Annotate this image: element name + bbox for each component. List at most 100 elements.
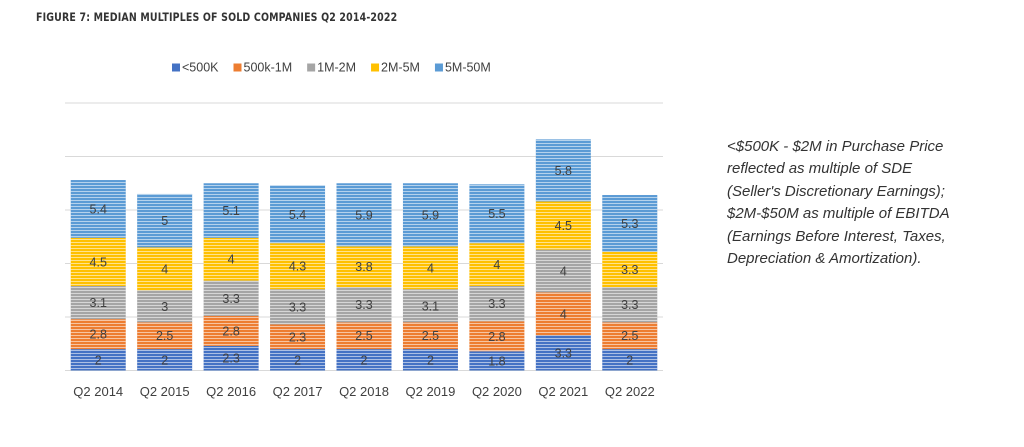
legend-item: <500K — [172, 61, 219, 75]
bar-segment-texture — [336, 287, 392, 323]
bar-segment-texture — [270, 324, 326, 350]
legend-swatch — [371, 63, 380, 72]
data-label: 5.9 — [422, 208, 439, 222]
bar-segment-texture — [137, 247, 193, 291]
bar-segment-texture — [203, 183, 259, 238]
data-label: 5.8 — [555, 164, 572, 178]
bar-segment-texture — [602, 287, 658, 323]
note-line: $2M-$50M as multiple of EBITDA — [727, 205, 950, 223]
data-label: 2 — [361, 353, 368, 367]
bar-segment-texture — [602, 322, 658, 350]
data-label: 2.5 — [156, 329, 173, 343]
stacked-bar-chart: <500K 500k-1M 1M-2M 2M-5M 5M-50M 2 2.8 3.1 4.5 5… — [65, 61, 663, 399]
legend-swatch — [307, 63, 316, 72]
methodology-note: <$500K - $2M in Purchase Price reflected… — [727, 136, 1017, 270]
data-label: 3.3 — [355, 298, 372, 312]
bar-stack: 2 2.5 3.3 3.8 5.9 — [336, 183, 392, 371]
note-line: Depreciation & Amortization). — [727, 250, 922, 268]
bar-segment-texture — [137, 290, 193, 323]
data-label: 2 — [626, 353, 633, 367]
x-tick-label: Q2 2015 — [140, 384, 190, 399]
bar-stack: 1.8 2.8 3.3 4 5.5 — [469, 184, 525, 371]
note-line: reflected as multiple of SDE — [727, 160, 913, 178]
bar-segment-texture — [70, 319, 126, 350]
data-label: 4.3 — [289, 260, 306, 274]
bar-segment-texture — [402, 349, 458, 371]
bar-segment-texture — [535, 335, 591, 371]
data-label: 5.4 — [289, 208, 306, 222]
legend-item: 1M-2M — [307, 61, 356, 75]
data-label: 2.3 — [289, 330, 306, 344]
bar-stack: 2.3 2.8 3.3 4 5.1 — [203, 183, 259, 371]
legend-label: 5M-50M — [445, 61, 491, 75]
data-label: 3.1 — [422, 299, 439, 313]
bar-segment-texture — [336, 322, 392, 350]
data-label: 4 — [427, 261, 434, 275]
bar-segment-texture — [402, 322, 458, 350]
bar-segment-texture — [535, 249, 591, 293]
bar-segment-texture — [336, 349, 392, 371]
legend-item: 2M-5M — [371, 61, 420, 75]
data-label: 2 — [427, 353, 434, 367]
legend-swatch — [172, 63, 180, 72]
x-tick-label: Q2 2020 — [472, 384, 522, 399]
data-label: 2.8 — [488, 330, 505, 344]
bar-segment-texture — [535, 292, 591, 336]
bar-segment-texture — [602, 349, 658, 371]
bar-segment-texture — [270, 289, 326, 325]
data-label: 2 — [161, 353, 168, 367]
bar-segment-texture — [535, 201, 591, 250]
bar-segment-texture — [469, 285, 525, 322]
bar-stack: 2 2.5 3.1 4 5.9 — [402, 183, 458, 371]
legend-label: 1M-2M — [317, 61, 356, 75]
data-label: 3.3 — [222, 292, 239, 306]
bar-stack: 2 2.5 3.3 3.3 5.3 — [602, 195, 658, 371]
data-label: 2.5 — [621, 329, 638, 343]
bar-segment-texture — [402, 183, 458, 247]
bar-segment-texture — [270, 243, 326, 290]
data-label: 5.9 — [355, 208, 372, 222]
bar-segment-texture — [469, 184, 525, 244]
legend-label: <500K — [182, 61, 219, 75]
x-tick-label: Q2 2018 — [339, 384, 389, 399]
data-label: 4 — [560, 264, 567, 278]
data-label: 3.8 — [355, 260, 372, 274]
bar-segment-texture — [70, 349, 126, 371]
x-tick-label: Q2 2022 — [605, 384, 655, 399]
data-label: 5.3 — [621, 217, 638, 231]
data-label: 5.1 — [222, 204, 239, 218]
data-label: 2 — [95, 353, 102, 367]
bar-segment-texture — [602, 251, 658, 288]
legend-label: 500k-1M — [244, 61, 293, 75]
bar-segment-texture — [469, 321, 525, 352]
x-tick-label: Q2 2014 — [73, 384, 123, 399]
bar-segment-texture — [203, 280, 259, 316]
bar-segment-texture — [270, 185, 326, 244]
data-label: 3.3 — [621, 298, 638, 312]
note-line: (Seller's Discretionary Earnings); — [727, 182, 945, 200]
bar-segment-texture — [203, 345, 259, 371]
bar-segment-texture — [137, 349, 193, 371]
data-label: 2.8 — [222, 324, 239, 338]
bar-segment-texture — [137, 193, 193, 248]
data-label: 2.3 — [222, 352, 239, 366]
legend-label: 2M-5M — [381, 61, 420, 75]
bar-stack: 2 2.8 3.1 4.5 5.4 — [70, 180, 126, 371]
data-label: 5 — [161, 214, 168, 228]
data-label: 2.5 — [355, 329, 372, 343]
x-tick-label: Q2 2019 — [406, 384, 456, 399]
data-label: 4 — [161, 262, 168, 276]
bar-segment-texture — [469, 243, 525, 286]
data-label: 2.5 — [422, 329, 439, 343]
bars: 2 2.8 3.1 4.5 5.4 2 2.5 3 4 5 2.3 2.8 3.3 4 5.1 2 2.3 3.3… — [70, 139, 658, 371]
data-label: 3.3 — [621, 263, 638, 277]
data-label: 2.8 — [90, 328, 107, 342]
data-label: 2 — [294, 353, 301, 367]
bar-segment-texture — [402, 246, 458, 290]
legend-item: 500k-1M — [233, 61, 293, 75]
data-label: 1.8 — [488, 354, 505, 368]
bar-segment-texture — [602, 195, 658, 252]
data-label: 4 — [493, 258, 500, 272]
note-line: (Earnings Before Interest, Taxes, — [727, 227, 946, 245]
data-label: 4.5 — [555, 219, 572, 233]
